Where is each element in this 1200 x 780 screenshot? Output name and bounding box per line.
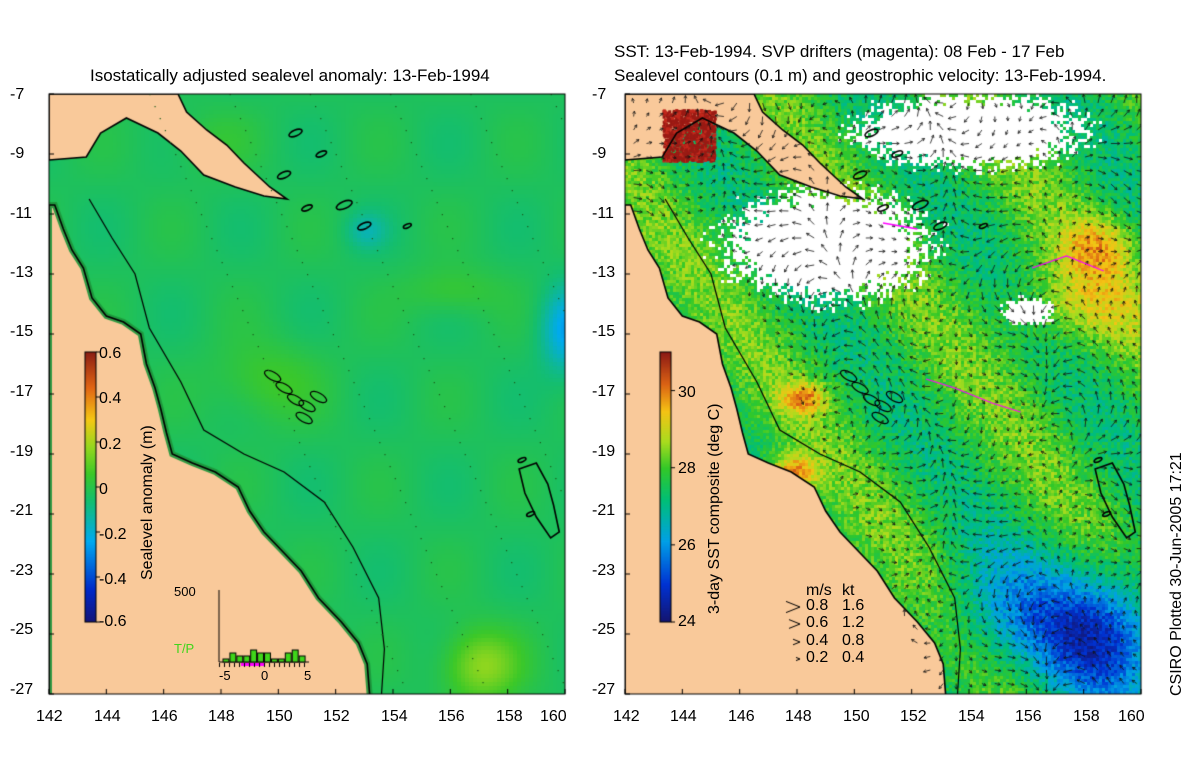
lon-tick-label: 146 [151, 708, 178, 725]
lat-tick-label: -23 [592, 562, 616, 579]
lon-tick-label: 152 [900, 708, 927, 725]
colorbar-tick-label: -0.6 [99, 613, 127, 630]
lat-tick-label: -19 [592, 443, 616, 460]
lon-tick-label: 154 [958, 708, 985, 725]
lon-tick-label: 150 [266, 708, 293, 725]
lat-tick-label: -21 [592, 502, 616, 519]
lon-tick-label: 156 [438, 708, 465, 725]
colorbar-tick-label: 28 [678, 460, 696, 477]
colorbar-tick-label: 0 [99, 481, 108, 498]
lat-tick-label: -15 [592, 323, 616, 340]
colorbar-tick-label: -0.2 [99, 526, 127, 543]
lon-tick-label: 144 [94, 708, 121, 725]
lat-tick-label: -17 [592, 383, 616, 400]
lat-tick-label: -19 [10, 443, 34, 460]
lat-tick-label: -9 [592, 145, 607, 162]
lon-tick-label: 148 [208, 708, 235, 725]
lon-tick-label: 144 [670, 708, 697, 725]
colorbar-label: 3-day SST composite (deg C) [706, 403, 723, 614]
lon-tick-label: 150 [843, 708, 870, 725]
lat-tick-label: -11 [10, 205, 32, 222]
lat-tick-label: -17 [10, 383, 34, 400]
lat-tick-label: -13 [592, 264, 616, 281]
lon-tick-label: 142 [613, 708, 640, 725]
velocity-legend-ms: 0.6 [806, 614, 829, 631]
colorbar-tick-label: 0.6 [99, 345, 122, 362]
velocity-legend-kt: 1.6 [842, 597, 865, 614]
colorbar-label: Sealevel anomaly (m) [139, 425, 156, 580]
lon-tick-label: 158 [1073, 708, 1100, 725]
lon-tick-label: 148 [785, 708, 812, 725]
lat-tick-label: -21 [10, 502, 34, 519]
velocity-legend-kt: 0.8 [842, 632, 865, 649]
lat-tick-label: -25 [592, 621, 616, 638]
velocity-legend-kt: 1.2 [842, 614, 865, 631]
velocity-legend-header-kt: kt [842, 582, 855, 599]
colorbar-tick-label: 0.4 [99, 390, 122, 407]
plot-credit: CSIRO Plotted 30-Jun-2005 17:21 [1168, 452, 1185, 696]
velocity-legend-kt: 0.4 [842, 649, 865, 666]
velocity-legend-header-ms: m/s [806, 582, 832, 599]
right-panel-title-line2: Sealevel contours (0.1 m) and geostrophi… [614, 66, 1107, 85]
lat-tick-label: -27 [592, 681, 616, 698]
histogram-series-label: T/P [174, 641, 195, 656]
lon-tick-label: 160 [1118, 708, 1145, 725]
lon-tick-label: 156 [1015, 708, 1042, 725]
histogram-x-tick: 0 [261, 668, 269, 683]
colorbar-tick-label: 30 [678, 384, 696, 401]
lat-tick-label: -23 [10, 562, 34, 579]
lon-tick-label: 158 [496, 708, 523, 725]
lon-tick-label: 146 [728, 708, 755, 725]
velocity-legend-ms: 0.4 [806, 632, 829, 649]
left-panel-title: Isostatically adjusted sealevel anomaly:… [90, 66, 490, 85]
lat-tick-label: -15 [10, 323, 34, 340]
histogram-x-tick: -5 [219, 668, 231, 683]
lon-tick-label: 154 [381, 708, 408, 725]
lat-tick-label: -9 [10, 145, 25, 162]
lat-tick-label: -11 [592, 205, 614, 222]
histogram-x-tick: 5 [304, 668, 312, 683]
lon-tick-label: 160 [540, 708, 567, 725]
lon-tick-label: 142 [36, 708, 63, 725]
lat-tick-label: -27 [10, 681, 34, 698]
colorbar-tick-label: 24 [678, 613, 696, 630]
lat-tick-label: -25 [10, 621, 34, 638]
histogram-y-label: 500 [174, 584, 196, 599]
velocity-legend-ms: 0.8 [806, 597, 829, 614]
lon-tick-label: 152 [323, 708, 350, 725]
colorbar-tick-label: 26 [678, 537, 696, 554]
colorbar-tick-label: 0.2 [99, 436, 122, 453]
velocity-legend-ms: 0.2 [806, 649, 829, 666]
right-panel-title-line1: SST: 13-Feb-1994. SVP drifters (magenta)… [614, 42, 1065, 61]
colorbar-tick-label: -0.4 [99, 571, 127, 588]
lat-tick-label: -13 [10, 264, 34, 281]
lat-tick-label: -7 [592, 86, 607, 103]
lat-tick-label: -7 [10, 86, 25, 103]
